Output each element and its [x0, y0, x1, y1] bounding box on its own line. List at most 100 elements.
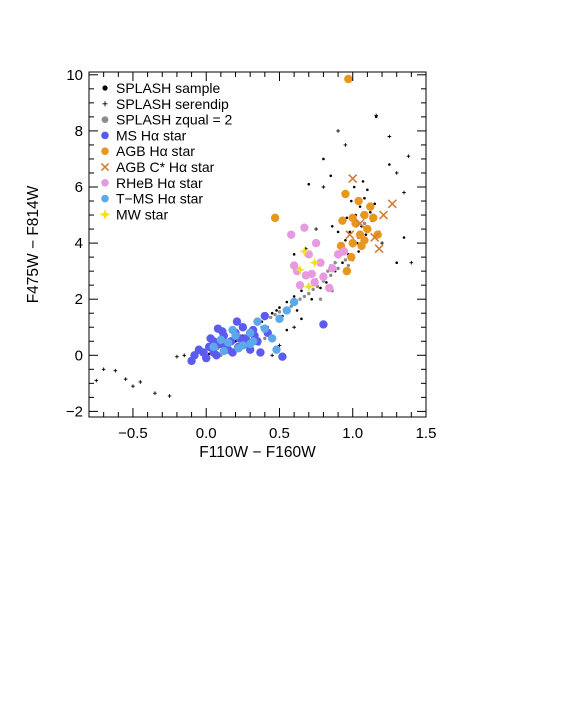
legend-marker	[101, 116, 109, 123]
data-point	[270, 311, 274, 315]
data-point	[319, 272, 328, 281]
legend-marker	[101, 131, 109, 140]
data-point	[292, 253, 296, 256]
data-point	[311, 238, 321, 248]
data-point	[309, 257, 320, 268]
series-1	[94, 113, 414, 398]
series-5	[345, 174, 397, 254]
data-point	[363, 224, 372, 234]
data-point	[363, 196, 366, 200]
data-point	[289, 297, 299, 307]
axes: −0.5 0.0 0.5 1.0 1.5 −2 0 2 4 6 8 10	[66, 67, 437, 442]
data-point	[285, 328, 289, 332]
data-point	[292, 325, 296, 330]
data-point	[245, 328, 255, 338]
data-point	[330, 224, 334, 228]
data-point	[370, 232, 380, 243]
data-point	[307, 269, 316, 279]
data-point	[267, 334, 277, 343]
data-point	[153, 391, 157, 395]
data-point	[342, 266, 352, 276]
legend-marker	[102, 101, 108, 107]
x-tick-label: −0.5	[118, 425, 148, 442]
data-point	[358, 205, 362, 208]
data-point	[369, 213, 378, 223]
data-point	[388, 163, 391, 166]
data-point	[357, 250, 360, 253]
data-point	[348, 238, 357, 248]
data-point	[354, 196, 363, 206]
legend-label: SPLASH serendip	[116, 96, 229, 112]
data-point	[339, 247, 349, 256]
legend-marker	[101, 147, 109, 155]
data-point	[202, 353, 211, 363]
legend-marker	[102, 85, 108, 91]
data-point	[355, 218, 365, 229]
data-point	[329, 273, 333, 278]
data-point	[373, 202, 377, 206]
data-point	[234, 344, 243, 353]
data-point	[278, 352, 287, 361]
data-point	[347, 252, 356, 262]
data-point	[360, 210, 369, 220]
data-point	[318, 297, 323, 301]
data-point	[253, 317, 262, 326]
plot-frame	[88, 71, 427, 418]
series-7	[209, 297, 299, 356]
data-point	[366, 202, 375, 211]
data-point	[336, 129, 340, 133]
data-point	[333, 261, 337, 265]
legend-label: SPLASH sample	[116, 80, 220, 96]
data-point	[344, 74, 353, 84]
plot-area	[94, 74, 414, 398]
data-point	[123, 377, 128, 381]
data-point	[175, 354, 179, 359]
y-tick-label: 8	[75, 123, 83, 140]
data-point	[289, 261, 299, 270]
data-point	[361, 180, 365, 183]
legend-label: AGB Hα star	[116, 143, 195, 159]
data-point	[364, 233, 368, 236]
data-point	[349, 199, 353, 203]
data-point	[366, 188, 369, 192]
data-point	[321, 185, 326, 189]
data-point	[374, 244, 384, 254]
legend-marker	[101, 194, 109, 203]
legend-marker	[101, 179, 109, 187]
legend-label: AGB C* Hα star	[116, 159, 215, 175]
legend-marker	[100, 162, 110, 172]
y-tick-label: 2	[75, 291, 83, 308]
data-point	[219, 346, 228, 356]
data-point	[387, 134, 392, 139]
series-8	[294, 246, 320, 292]
y-axis-title: F475W − F814W	[25, 185, 42, 303]
data-point	[298, 297, 302, 301]
legend-label: RHeB Hα star	[116, 175, 203, 191]
data-point	[409, 260, 414, 265]
data-point	[278, 306, 281, 309]
x-tick-label: 0.0	[196, 425, 217, 442]
data-point	[292, 295, 296, 298]
data-point	[275, 314, 284, 324]
data-point	[245, 339, 255, 349]
data-point	[216, 335, 226, 345]
data-point	[345, 216, 349, 220]
data-point	[402, 236, 406, 239]
data-point	[209, 342, 218, 352]
data-point	[329, 174, 333, 178]
data-point	[348, 213, 357, 223]
data-point	[238, 323, 248, 332]
data-point	[270, 353, 274, 358]
data-point	[345, 230, 355, 240]
data-point	[336, 230, 340, 234]
data-point	[228, 325, 237, 335]
y-tick-label: −2	[66, 403, 83, 420]
data-point	[270, 213, 280, 223]
data-point	[256, 348, 265, 357]
data-point	[260, 311, 270, 321]
y-tick-label: 0	[75, 347, 83, 364]
data-point	[182, 353, 187, 358]
data-point	[310, 297, 314, 301]
